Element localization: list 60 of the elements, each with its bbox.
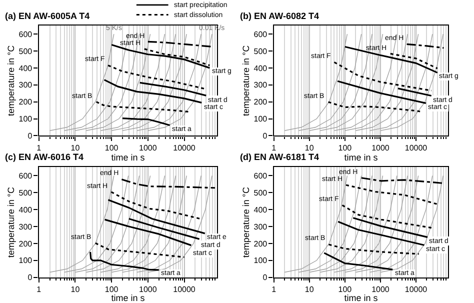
x-tick-label: 1000 bbox=[139, 285, 158, 294]
chart-title: (a) EN AW-6005A T4 bbox=[5, 11, 90, 21]
y-tick-label: 400 bbox=[18, 205, 33, 214]
y-tick-label: 300 bbox=[254, 80, 268, 90]
chart-title: (d) EN AW-6181 T4 bbox=[240, 152, 320, 162]
x-tick-label: 10 bbox=[70, 143, 80, 152]
y-tick-label: 100 bbox=[254, 114, 268, 124]
x-tick-label: 1000 bbox=[372, 143, 390, 152]
y-axis-title: temperature in °C bbox=[6, 186, 16, 258]
x-tick-label: 10000 bbox=[173, 285, 196, 294]
y-tick-label: 500 bbox=[254, 46, 268, 56]
y-tick-label: 100 bbox=[18, 114, 33, 124]
x-tick-label: 10 bbox=[70, 285, 80, 294]
x-tick-label: 10 bbox=[304, 143, 314, 152]
y-tick-label: 500 bbox=[18, 188, 33, 198]
y-tick-label: 100 bbox=[18, 256, 33, 266]
chart-title: (b) EN AW-6082 T4 bbox=[240, 11, 320, 21]
y-tick-label: 100 bbox=[254, 256, 268, 266]
y-tick-label: 500 bbox=[18, 46, 33, 56]
x-tick-label: 10000 bbox=[173, 143, 196, 152]
y-tick-label: 300 bbox=[18, 80, 33, 90]
y-tick-label: 200 bbox=[18, 239, 33, 248]
y-tick-label: 200 bbox=[18, 98, 33, 107]
y-tick-label: 600 bbox=[254, 30, 268, 39]
y-tick-label: 600 bbox=[18, 171, 33, 180]
y-tick-label: 0 bbox=[28, 132, 33, 141]
y-tick-label: 200 bbox=[254, 98, 268, 107]
x-axis-title: time in s bbox=[344, 152, 378, 162]
x-tick-label: 1 bbox=[272, 143, 277, 152]
x-tick-label: 1000 bbox=[372, 285, 390, 294]
y-tick-label: 400 bbox=[18, 64, 33, 73]
y-tick-label: 300 bbox=[18, 222, 33, 232]
y-tick-label: 200 bbox=[254, 239, 268, 248]
x-axis-title: time in s bbox=[344, 293, 378, 303]
y-tick-label: 600 bbox=[254, 171, 268, 180]
x-tick-label: 10000 bbox=[404, 143, 428, 152]
chart-title: (c) EN AW-6016 T4 bbox=[5, 152, 84, 162]
x-tick-label: 1 bbox=[36, 285, 42, 294]
y-tick-label: 0 bbox=[262, 132, 268, 141]
y-tick-label: 500 bbox=[254, 188, 268, 198]
x-tick-label: 10000 bbox=[404, 285, 428, 294]
y-tick-label: 0 bbox=[28, 273, 33, 282]
y-tick-label: 600 bbox=[18, 30, 33, 39]
x-tick-label: 100 bbox=[104, 285, 119, 294]
x-axis-title: time in s bbox=[111, 293, 146, 303]
y-axis-title: temperature in °C bbox=[241, 44, 252, 116]
x-tick-label: 100 bbox=[104, 143, 119, 152]
y-axis-title: temperature in °C bbox=[241, 186, 252, 258]
x-tick-label: 1 bbox=[36, 143, 42, 152]
y-tick-label: 0 bbox=[262, 273, 268, 282]
x-tick-label: 100 bbox=[338, 143, 352, 152]
y-axis-title: temperature in °C bbox=[6, 44, 16, 116]
x-tick-label: 1000 bbox=[139, 143, 158, 152]
x-axis-title: time in s bbox=[111, 152, 146, 162]
x-tick-label: 100 bbox=[338, 285, 352, 294]
x-tick-label: 1 bbox=[272, 285, 277, 294]
x-tick-label: 10 bbox=[304, 285, 314, 294]
y-tick-label: 400 bbox=[254, 205, 268, 214]
y-tick-label: 300 bbox=[254, 222, 268, 232]
y-tick-label: 400 bbox=[254, 64, 268, 73]
